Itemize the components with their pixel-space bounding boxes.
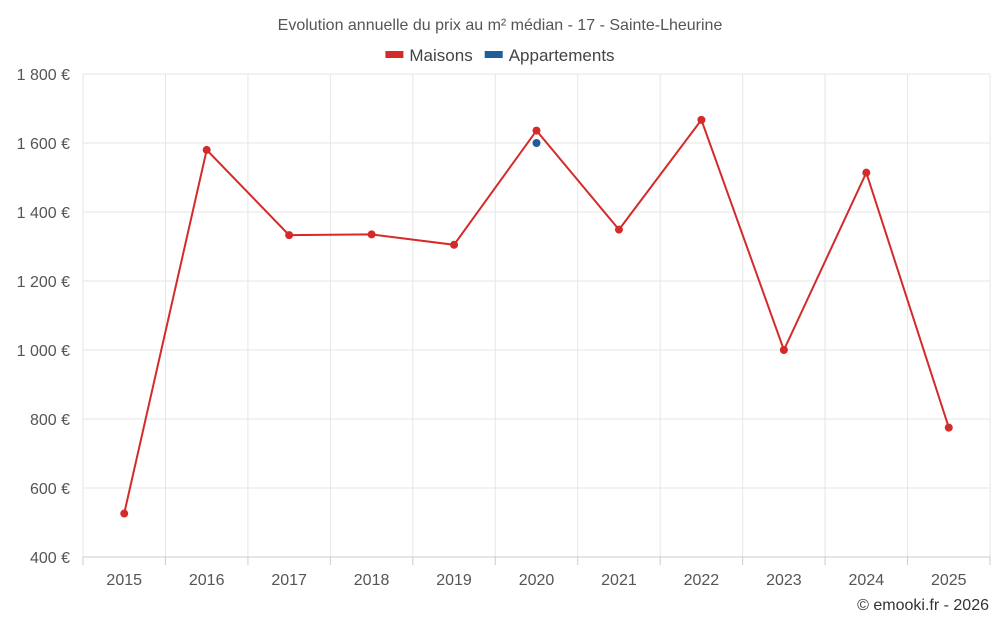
x-tick-label: 2018 <box>354 572 390 589</box>
x-tick-label: 2019 <box>436 572 472 589</box>
data-point-maisons[interactable] <box>944 423 953 432</box>
data-point-maisons[interactable] <box>697 115 706 124</box>
y-tick-label: 400 € <box>30 550 70 567</box>
y-axis: 400 € 600 € 800 € 1 000 € 1 200 € 1 400 € 1 60… <box>17 67 70 567</box>
credit-text: © emooki.fr - 2026 <box>857 597 989 614</box>
legend-label-maisons: Maisons <box>409 46 472 65</box>
legend-swatch-appartements <box>484 51 503 58</box>
x-tick-label: 2024 <box>849 572 885 589</box>
data-point-maisons[interactable] <box>202 145 211 154</box>
x-tick-label: 2025 <box>931 572 967 589</box>
chart-title: Evolution annuelle du prix au m² médian … <box>278 17 723 34</box>
x-tick-label: 2020 <box>519 572 555 589</box>
legend-item-appartements[interactable]: Appartements <box>484 46 615 65</box>
y-tick-label: 1 200 € <box>17 274 70 291</box>
data-point-appartements[interactable] <box>532 139 541 147</box>
data-point-maisons[interactable] <box>367 230 376 239</box>
series-appartements <box>532 139 541 147</box>
data-point-maisons[interactable] <box>120 509 129 518</box>
y-tick-label: 800 € <box>30 412 70 429</box>
legend-label-appartements: Appartements <box>509 46 615 65</box>
data-point-maisons[interactable] <box>779 346 788 354</box>
legend-swatch-maisons <box>385 51 404 58</box>
x-tick-label: 2016 <box>189 572 225 589</box>
x-tick-label: 2022 <box>684 572 720 589</box>
x-tick-label: 2017 <box>271 572 307 589</box>
legend-item-maisons[interactable]: Maisons <box>385 46 473 65</box>
y-tick-label: 1 400 € <box>17 205 70 222</box>
chart-legend: Maisons Appartements <box>385 46 615 65</box>
data-point-maisons[interactable] <box>450 240 459 249</box>
x-axis: 2015 2016 2017 2018 2019 2020 2021 2022 2023 2024… <box>82 556 991 589</box>
x-tick-label: 2015 <box>106 572 142 589</box>
y-tick-label: 1 800 € <box>17 67 70 84</box>
data-point-maisons[interactable] <box>862 168 871 177</box>
series-layer <box>120 115 953 518</box>
y-tick-label: 600 € <box>30 481 70 498</box>
series-maisons <box>120 115 953 518</box>
data-point-maisons[interactable] <box>614 225 623 234</box>
y-tick-label: 1 600 € <box>17 136 70 153</box>
y-tick-label: 1 000 € <box>17 343 70 360</box>
data-point-maisons[interactable] <box>532 126 541 135</box>
x-tick-label: 2021 <box>601 572 637 589</box>
x-tick-label: 2023 <box>766 572 802 589</box>
data-point-maisons[interactable] <box>285 231 294 240</box>
